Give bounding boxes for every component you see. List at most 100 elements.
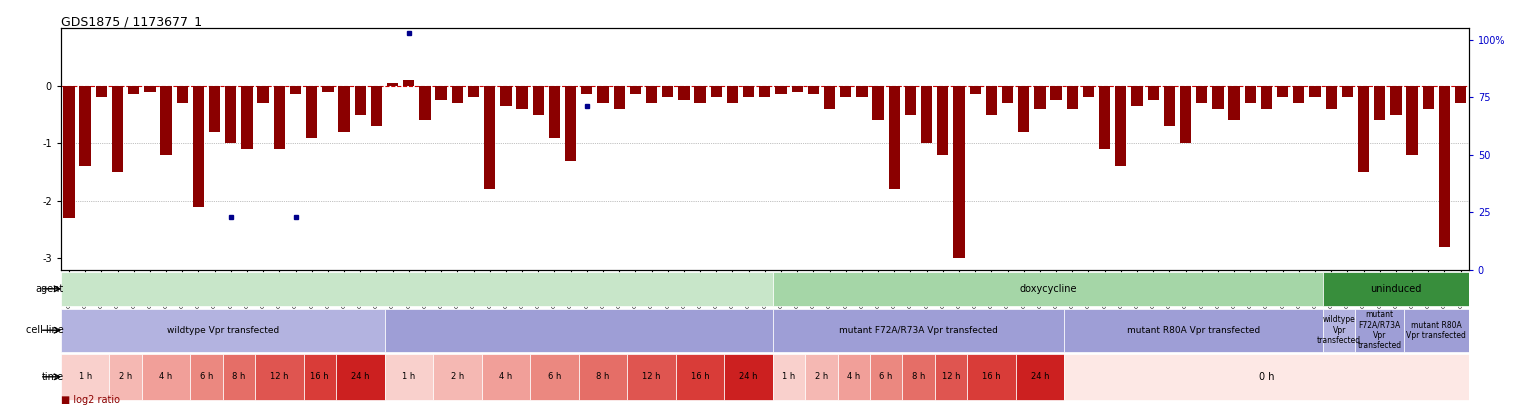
Bar [225, 86, 236, 143]
Bar [938, 86, 948, 155]
Bar [110, 354, 142, 400]
Bar [435, 86, 447, 100]
Bar [452, 86, 463, 103]
Bar [355, 86, 365, 115]
Bar [484, 86, 495, 190]
Text: 4 h: 4 h [160, 372, 172, 381]
Bar [889, 86, 900, 190]
Text: 8 h: 8 h [597, 372, 610, 381]
Bar [467, 86, 479, 97]
Bar [501, 86, 511, 106]
Bar [857, 86, 868, 97]
Bar [743, 86, 755, 97]
Bar [1342, 86, 1353, 97]
Bar [872, 86, 884, 120]
Bar [1406, 86, 1419, 155]
Bar [385, 309, 773, 352]
Text: GDS1875 / 1173677_1: GDS1875 / 1173677_1 [61, 15, 202, 28]
Text: agent: agent [37, 284, 64, 294]
Text: 4 h: 4 h [848, 372, 860, 381]
Bar [1309, 86, 1321, 97]
Bar [597, 86, 609, 103]
Text: 2 h: 2 h [119, 372, 132, 381]
Text: 6 h: 6 h [880, 372, 893, 381]
Bar [840, 86, 851, 97]
Bar [903, 354, 935, 400]
Bar [61, 309, 385, 352]
Bar [1196, 86, 1207, 103]
Bar [1403, 309, 1469, 352]
Bar [1067, 86, 1078, 109]
Text: 2 h: 2 h [814, 372, 828, 381]
Bar [403, 80, 414, 86]
Bar [1050, 86, 1062, 100]
Text: 24 h: 24 h [1030, 372, 1049, 381]
Bar [1064, 309, 1323, 352]
Bar [96, 86, 107, 97]
Bar [1148, 86, 1158, 100]
Bar [970, 86, 980, 94]
Bar [160, 86, 172, 155]
Bar [1326, 86, 1336, 109]
Bar [549, 86, 560, 138]
Bar [371, 86, 382, 126]
Bar [336, 354, 385, 400]
Bar [145, 86, 155, 92]
Text: 1 h: 1 h [79, 372, 91, 381]
Bar [387, 83, 399, 86]
Bar [823, 86, 836, 109]
Bar [775, 86, 787, 94]
Bar [904, 86, 916, 115]
Bar [1356, 309, 1403, 352]
Bar [966, 354, 1015, 400]
Bar [578, 354, 627, 400]
Bar [257, 86, 269, 103]
Bar [1423, 86, 1434, 109]
Text: uninduced: uninduced [1370, 284, 1422, 294]
Bar [679, 86, 689, 100]
Bar [1180, 86, 1192, 143]
Bar [1323, 272, 1469, 306]
Bar [1455, 86, 1466, 103]
Text: cell line: cell line [26, 325, 64, 335]
Bar [1358, 86, 1370, 172]
Bar [837, 354, 871, 400]
Bar [630, 86, 641, 94]
Bar [1099, 86, 1110, 149]
Bar [724, 354, 773, 400]
Bar [516, 86, 528, 109]
Text: mutant R80A Vpr transfected: mutant R80A Vpr transfected [1126, 326, 1260, 335]
Bar [1277, 86, 1288, 97]
Bar [142, 354, 190, 400]
Text: 1 h: 1 h [402, 372, 416, 381]
Bar [1245, 86, 1256, 103]
Text: doxycycline: doxycycline [1020, 284, 1076, 294]
Bar [1228, 86, 1240, 120]
Text: 6 h: 6 h [199, 372, 213, 381]
Text: mutant F72A/R73A Vpr transfected: mutant F72A/R73A Vpr transfected [839, 326, 998, 335]
Bar [434, 354, 481, 400]
Bar [627, 354, 676, 400]
Bar [274, 86, 285, 149]
Bar [289, 86, 301, 94]
Bar [645, 86, 658, 103]
Text: 24 h: 24 h [352, 372, 370, 381]
Bar [61, 272, 773, 306]
Bar [193, 86, 204, 207]
Text: ■ log2 ratio: ■ log2 ratio [61, 395, 120, 405]
Bar [613, 86, 626, 109]
Bar [190, 354, 222, 400]
Text: 2 h: 2 h [451, 372, 464, 381]
Text: 1 h: 1 h [782, 372, 796, 381]
Bar [1082, 86, 1094, 97]
Bar [1294, 86, 1304, 103]
Bar [1035, 86, 1046, 109]
Bar [61, 354, 110, 400]
Bar [773, 354, 805, 400]
Bar [808, 86, 819, 94]
Bar [935, 354, 966, 400]
Bar [1001, 86, 1014, 103]
Text: 0 h: 0 h [1259, 372, 1274, 382]
Text: mutant
F72A/R73A
Vpr
transfected: mutant F72A/R73A Vpr transfected [1358, 310, 1402, 350]
Text: wildtype Vpr transfected: wildtype Vpr transfected [166, 326, 279, 335]
